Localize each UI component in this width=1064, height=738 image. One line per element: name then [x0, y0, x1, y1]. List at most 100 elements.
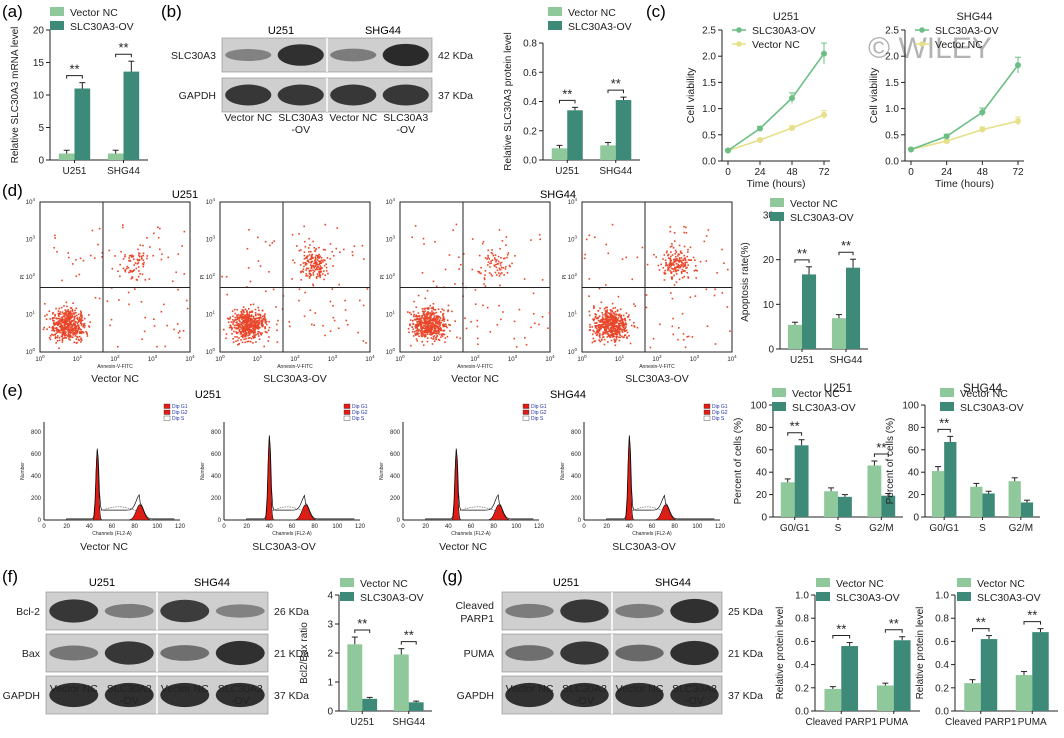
event-dot — [253, 323, 256, 326]
event-dot — [128, 271, 130, 274]
y-tick-label: 0.8 — [523, 39, 537, 50]
event-dot — [611, 325, 614, 327]
event-dot — [666, 264, 669, 267]
event-dot — [641, 246, 644, 249]
event-dot — [298, 299, 300, 302]
event-dot — [60, 320, 63, 323]
x-tick-exponent: 0 — [584, 354, 587, 359]
b-heading-u251: U251 — [268, 25, 294, 37]
event-dot — [523, 278, 526, 280]
event-dot — [241, 309, 244, 311]
event-dot — [598, 330, 600, 332]
event-dot — [609, 319, 611, 322]
event-dot — [238, 318, 241, 320]
event-dot — [496, 269, 499, 272]
event-dot — [419, 322, 421, 324]
legend-marker — [919, 41, 925, 47]
event-dot — [241, 313, 244, 315]
event-dot — [320, 266, 323, 269]
event-dot — [455, 223, 458, 226]
event-dot — [263, 315, 266, 317]
event-dot — [606, 321, 609, 324]
event-dot — [53, 246, 55, 249]
event-dot — [583, 257, 586, 260]
event-dot — [146, 257, 148, 260]
event-dot — [332, 254, 335, 257]
event-dot — [705, 235, 708, 237]
event-dot — [71, 336, 74, 339]
event-dot — [167, 256, 170, 259]
event-dot — [132, 255, 135, 257]
event-dot — [63, 319, 66, 321]
event-dot — [89, 321, 91, 323]
event-dot — [319, 274, 322, 277]
event-dot — [68, 329, 71, 331]
kda-label: 37 KDa — [728, 690, 763, 702]
event-dot — [614, 306, 617, 309]
event-dot — [146, 255, 149, 257]
event-dot — [445, 323, 447, 326]
event-dot — [486, 306, 489, 309]
event-dot — [421, 314, 423, 317]
event-dot — [300, 279, 303, 281]
event-dot — [80, 315, 82, 318]
event-dot — [606, 313, 608, 316]
event-dot — [111, 267, 114, 270]
event-dot — [476, 319, 479, 322]
event-dot — [602, 321, 604, 323]
event-dot — [252, 324, 254, 327]
event-dot — [621, 331, 624, 333]
event-dot — [662, 266, 665, 269]
event-dot — [249, 331, 252, 333]
event-dot — [465, 327, 468, 330]
event-dot — [308, 272, 311, 275]
event-dot — [75, 325, 78, 328]
event-dot — [609, 314, 612, 316]
event-dot — [584, 253, 586, 256]
y-tick-label: 100 — [386, 347, 396, 356]
s-phase — [99, 506, 143, 521]
event-dot — [322, 259, 325, 261]
event-dot — [615, 316, 617, 319]
event-dot — [421, 320, 423, 322]
event-dot — [81, 316, 83, 319]
event-dot — [681, 264, 684, 266]
event-dot — [86, 332, 88, 334]
f-heading-u251: U251 — [89, 577, 115, 589]
y-tick-label: 2 — [327, 649, 333, 660]
event-dot — [427, 307, 430, 309]
event-dot — [137, 254, 140, 257]
lane-label: Vector NC — [506, 683, 554, 695]
y-tick-exponent: 4 — [32, 197, 35, 202]
event-dot — [610, 312, 612, 314]
event-dot — [241, 341, 244, 344]
event-dot — [322, 248, 325, 251]
event-dot — [695, 269, 697, 272]
event-dot — [617, 295, 620, 298]
event-dot — [80, 332, 83, 335]
event-dot — [57, 323, 60, 326]
event-dot — [442, 317, 445, 319]
event-dot — [429, 304, 432, 307]
event-dot — [594, 340, 596, 342]
event-dot — [614, 327, 617, 330]
event-dot — [424, 297, 427, 300]
event-dot — [438, 316, 441, 318]
event-dot — [690, 259, 692, 261]
event-dot — [310, 269, 312, 272]
event-dot — [254, 331, 257, 334]
significance-marker: ** — [611, 76, 621, 91]
event-dot — [412, 335, 415, 337]
event-dot — [230, 326, 232, 328]
event-dot — [244, 308, 247, 311]
event-dot — [242, 331, 245, 334]
event-dot — [435, 335, 438, 338]
event-dot — [428, 331, 431, 333]
x-tick-label: G0/G1 — [929, 523, 959, 534]
event-dot — [241, 336, 244, 339]
kda-label: 21 KDa — [728, 648, 763, 660]
event-dot — [671, 325, 674, 328]
band-label: GAPDH — [3, 690, 40, 702]
event-dot — [342, 248, 345, 251]
event-dot — [303, 265, 305, 268]
